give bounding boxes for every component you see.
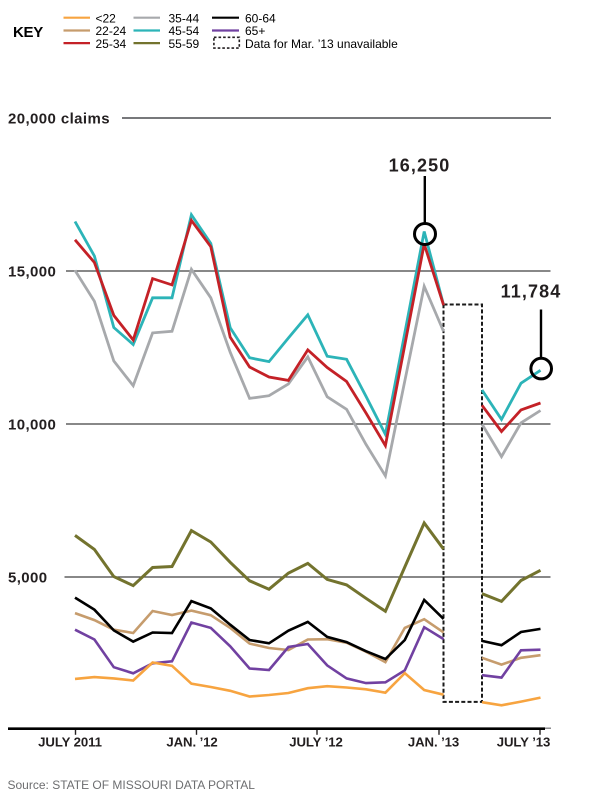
svg-text:5,000: 5,000 [8,570,48,587]
svg-text:JULY ’13: JULY ’13 [497,735,550,750]
svg-text:KEY: KEY [13,24,43,41]
svg-text:25-34: 25-34 [96,37,127,51]
svg-text:45-54: 45-54 [169,24,200,38]
svg-text:11,784: 11,784 [501,282,562,302]
svg-text:60-64: 60-64 [245,11,276,25]
svg-text:35-44: 35-44 [169,11,200,25]
svg-text:JAN. ’13: JAN. ’13 [408,735,459,750]
svg-text:Source: STATE OF MISSOURI DATA: Source: STATE OF MISSOURI DATA PORTAL [8,778,256,792]
svg-text:<22: <22 [96,11,117,25]
svg-text:JULY ’12: JULY ’12 [289,735,342,750]
svg-text:20,000 claims: 20,000 claims [8,111,110,128]
svg-text:15,000: 15,000 [8,264,56,281]
svg-text:10,000: 10,000 [8,417,56,434]
svg-text:55-59: 55-59 [169,37,200,51]
svg-text:16,250: 16,250 [389,156,451,176]
svg-text:65+: 65+ [245,24,265,38]
svg-text:JULY 2011: JULY 2011 [38,735,102,750]
svg-text:Data for Mar. ’13 unavailable: Data for Mar. ’13 unavailable [245,37,398,51]
svg-text:JAN. ’12: JAN. ’12 [166,735,217,750]
svg-text:22-24: 22-24 [96,24,127,38]
